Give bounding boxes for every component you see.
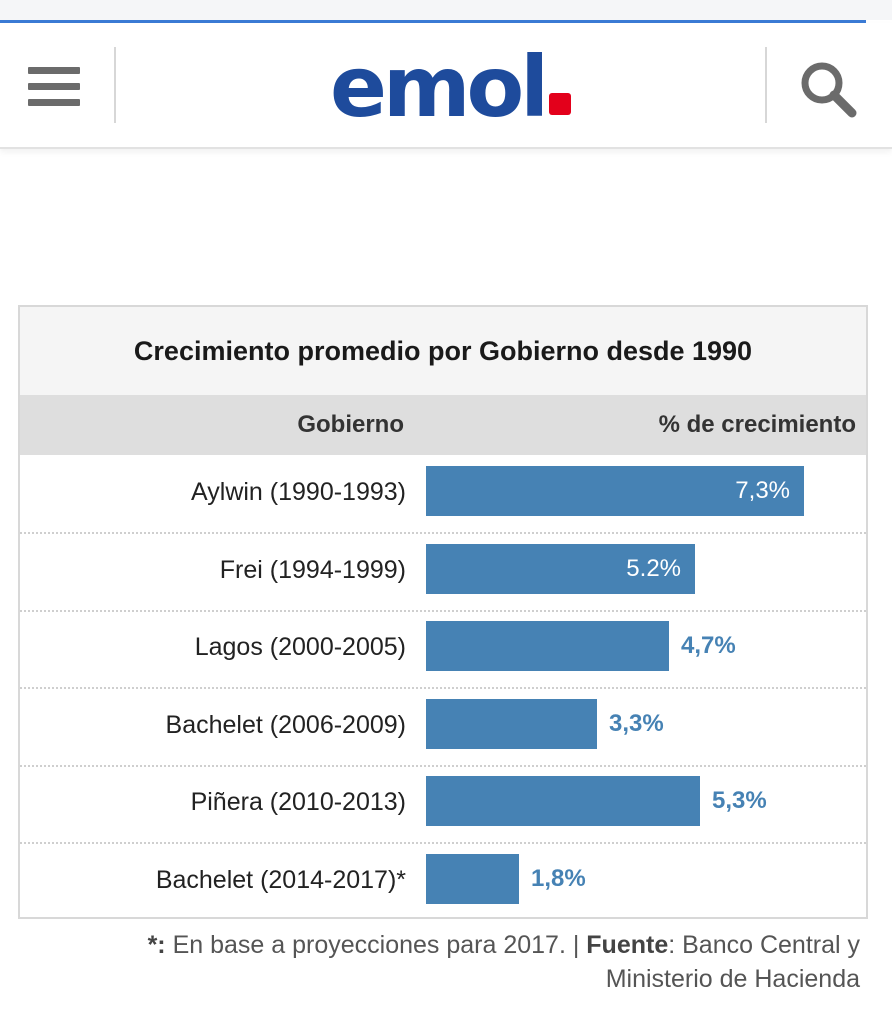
growth-chart-card: Crecimiento promedio por Gobierno desde … <box>18 305 868 919</box>
chart-row: Piñera (2010-2013) 5,3% <box>20 765 866 844</box>
header-divider-left <box>114 47 116 123</box>
bar <box>426 621 669 671</box>
browser-top-strip <box>0 0 892 20</box>
bar <box>426 698 597 749</box>
category-label: Frei (1994-1999) <box>219 555 406 584</box>
chart-row: Lagos (2000-2005) 4,7% <box>20 610 866 689</box>
category-label: Lagos (2000-2005) <box>194 633 406 661</box>
bar <box>426 853 519 904</box>
chart-title: Crecimiento promedio por Gobierno desde … <box>20 307 866 395</box>
value-label: 5,3% <box>712 787 767 814</box>
value-label: 7,3% <box>735 477 790 504</box>
footnote-text: En base a proyecciones para 2017. | <box>165 931 587 959</box>
logo-text: emol <box>330 38 549 136</box>
footnote-source-text: : Banco Central y Ministerio de Hacienda <box>605 931 860 993</box>
column-header-gobierno: Gobierno <box>297 411 404 438</box>
footnote-marker: *: <box>147 931 166 959</box>
value-label: 4,7% <box>681 632 736 659</box>
chart-rows: Aylwin (1990-1993) 7,3% Frei (1994-1999) 5.… <box>20 455 866 915</box>
footnote: *: En base a proyecciones para 2017. | F… <box>60 928 860 996</box>
footnote-source-label: Fuente <box>586 931 669 959</box>
category-label: Aylwin (1990-1993) <box>191 478 406 506</box>
site-header: emol <box>0 23 892 149</box>
value-label: 1,8% <box>531 864 586 892</box>
page-load-progress-line <box>0 20 866 23</box>
chart-row: Frei (1994-1999) 5.2% <box>20 533 866 612</box>
column-header-row: Gobierno % de crecimiento <box>20 395 866 455</box>
header-divider-right <box>765 47 767 123</box>
hamburger-menu-icon[interactable] <box>28 67 80 107</box>
column-header-crecimiento: % de crecimiento <box>658 411 856 438</box>
chart-row: Aylwin (1990-1993) 7,3% <box>20 455 866 534</box>
search-icon[interactable] <box>798 59 858 119</box>
logo-dot <box>549 93 571 115</box>
category-label: Bachelet (2006-2009) <box>165 710 406 739</box>
site-logo[interactable]: emol <box>330 39 571 129</box>
chart-row: Bachelet (2014-2017)* 1,8% <box>20 843 866 920</box>
value-label: 3,3% <box>609 709 664 737</box>
category-label: Piñera (2010-2013) <box>190 788 406 816</box>
value-label: 5.2% <box>626 554 681 582</box>
bar <box>426 776 700 826</box>
chart-row: Bachelet (2006-2009) 3,3% <box>20 688 866 767</box>
bar <box>426 543 695 594</box>
category-label: Bachelet (2014-2017)* <box>155 865 406 894</box>
bar <box>426 466 804 516</box>
